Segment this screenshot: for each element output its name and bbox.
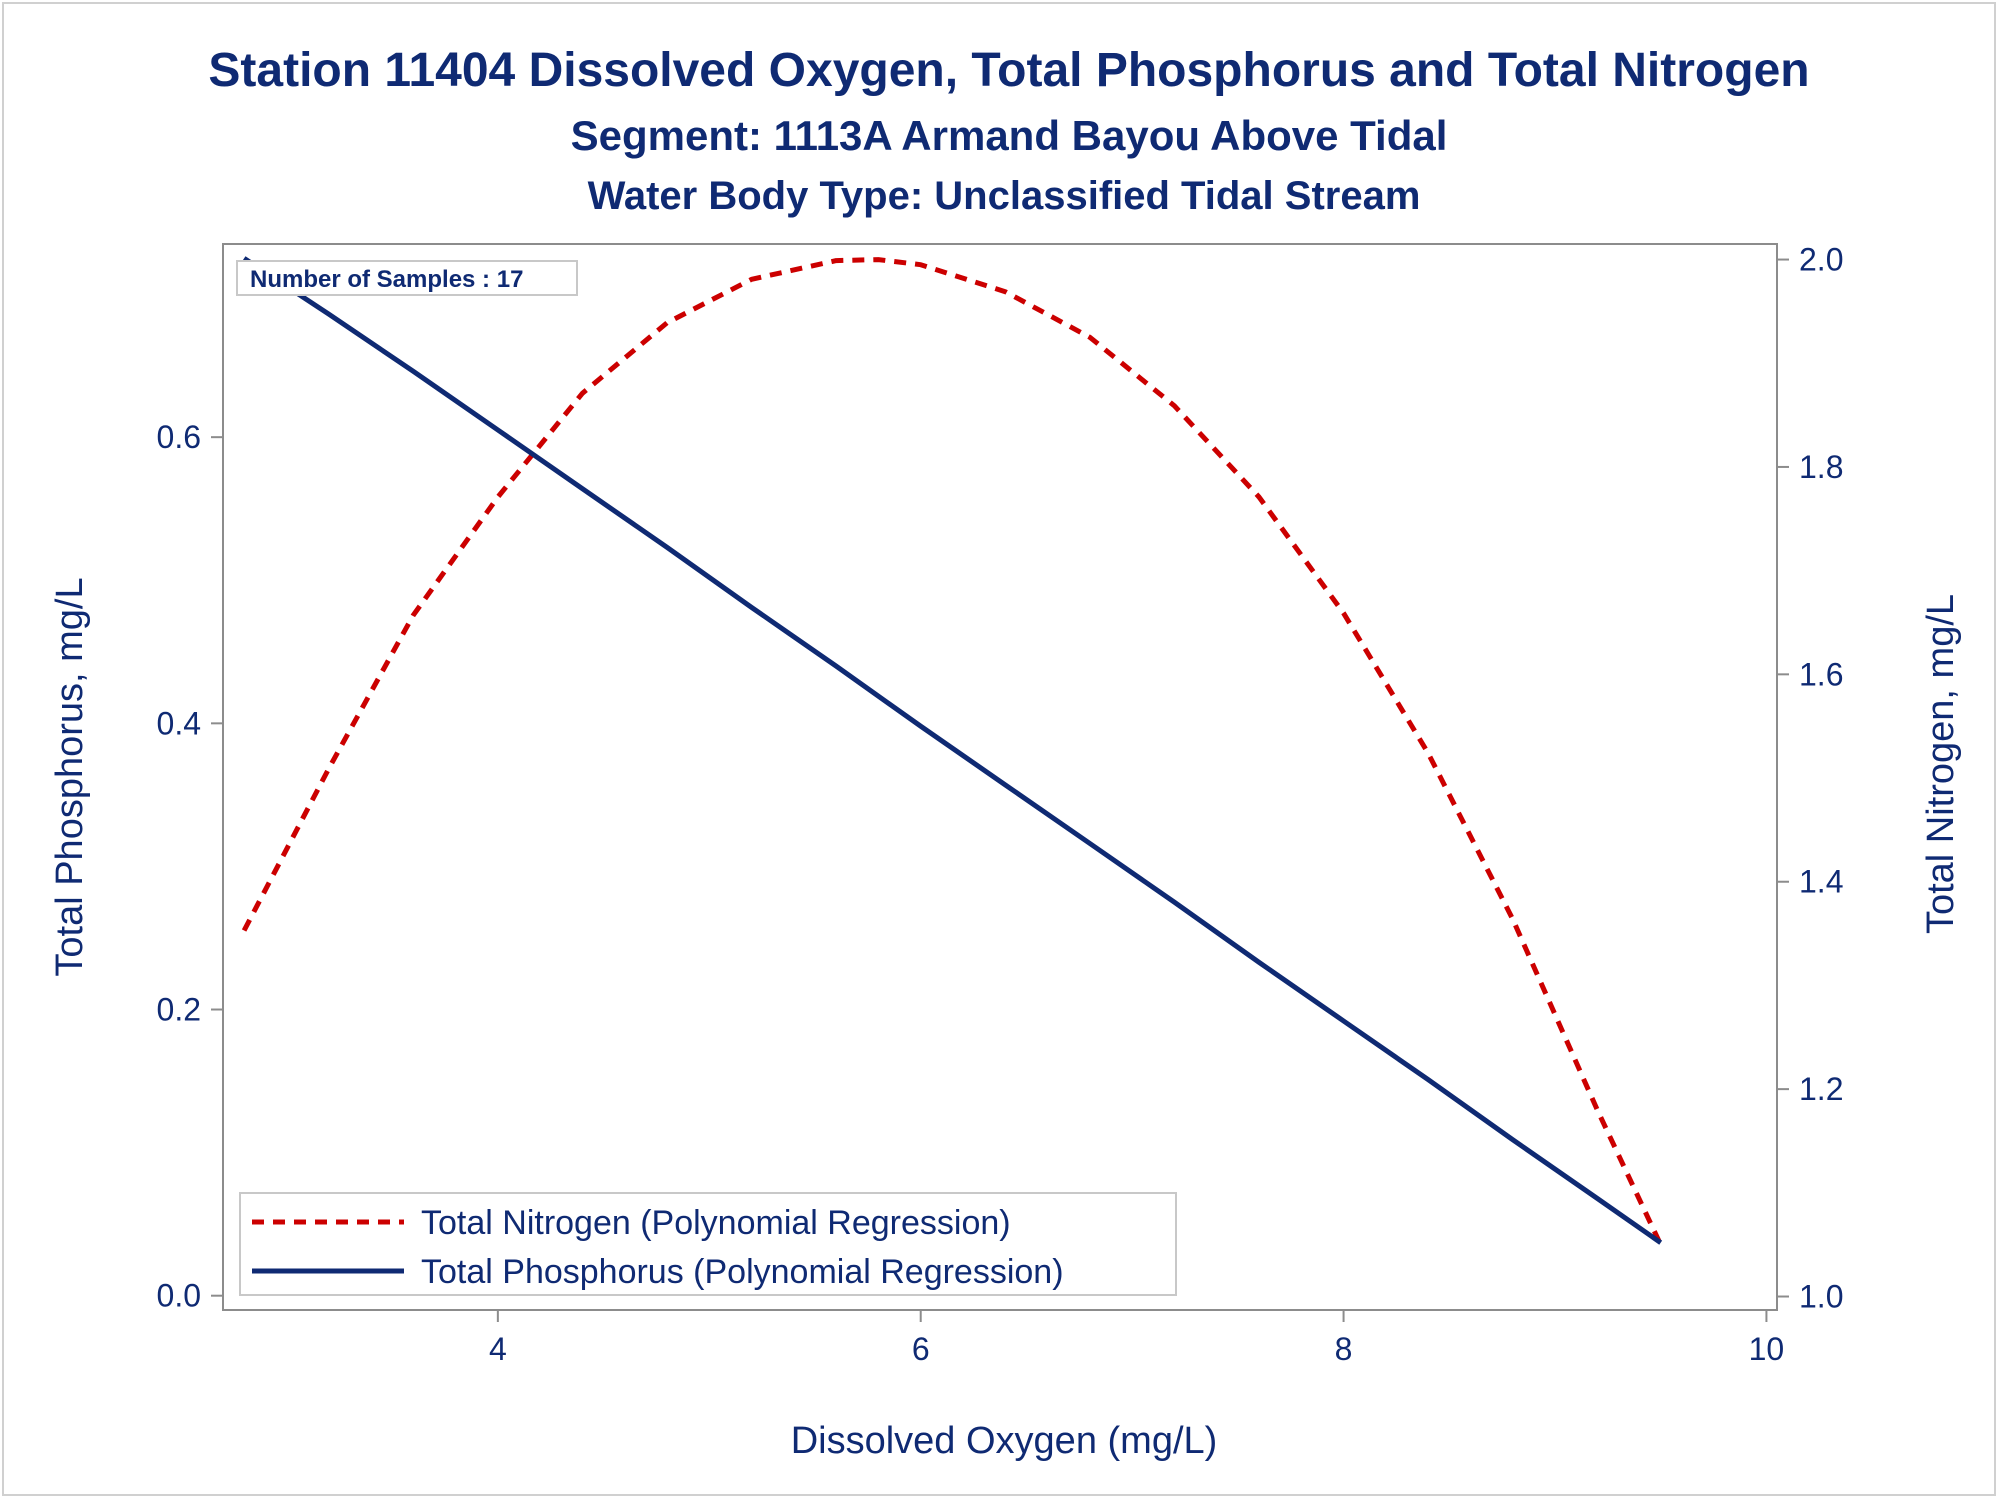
chart-svg: Station 11404 Dissolved Oxygen, Total Ph… — [49, 44, 1962, 1462]
y-tick-label: 0.6 — [157, 419, 201, 455]
series-line-total-phosphorus — [242, 256, 1663, 1245]
chart-subtitle-2: Water Body Type: Unclassified Tidal Stre… — [588, 174, 1421, 218]
chart-title: Station 11404 Dissolved Oxygen, Total Ph… — [208, 44, 1809, 97]
plot-area — [222, 243, 1778, 1311]
y2-tick-label: 1.0 — [1799, 1279, 1843, 1315]
y-axis-label: Total Phosphorus, mg/L — [49, 577, 91, 976]
x-tick-label: 6 — [912, 1331, 930, 1367]
y-tick-label: 0.0 — [157, 1278, 201, 1314]
y2-tick-label: 1.4 — [1799, 864, 1843, 900]
x-axis-label: Dissolved Oxygen (mg/L) — [791, 1420, 1218, 1462]
y2-tick-label: 2.0 — [1799, 242, 1843, 278]
y-tick-label: 0.4 — [157, 705, 201, 741]
samples-inset-text: Number of Samples : 17 — [250, 266, 523, 293]
legend-box — [239, 1192, 1177, 1296]
y2-tick-label: 1.8 — [1799, 449, 1843, 485]
y-tick-label: 0.2 — [157, 992, 201, 1028]
chart-subtitle: Segment: 1113A Armand Bayou Above Tidal — [571, 112, 1448, 159]
x-tick-label: 10 — [1749, 1331, 1785, 1367]
x-tick-label: 4 — [489, 1331, 507, 1367]
legend-label-nitrogen: Total Nitrogen (Polynomial Regression) — [421, 1204, 1011, 1242]
y2-axis-label: Total Nitrogen, mg/L — [1920, 594, 1962, 934]
samples-inset-box — [236, 260, 578, 296]
legend-label-phosphorus: Total Phosphorus (Polynomial Regression) — [421, 1253, 1064, 1291]
x-tick-label: 8 — [1335, 1331, 1353, 1367]
y2-tick-label: 1.6 — [1799, 656, 1843, 692]
y2-tick-label: 1.2 — [1799, 1071, 1843, 1107]
series-line-total-nitrogen — [241, 257, 1663, 1246]
